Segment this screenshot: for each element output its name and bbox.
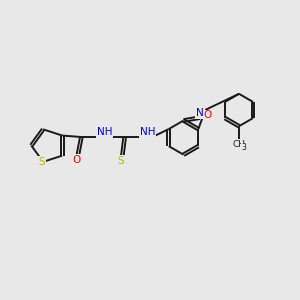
Text: 3: 3 (241, 143, 246, 152)
Text: NH: NH (97, 127, 112, 137)
Text: S: S (118, 156, 124, 166)
Text: NH: NH (140, 127, 155, 137)
Text: S: S (39, 157, 45, 167)
Text: N: N (196, 108, 204, 118)
Text: O: O (203, 110, 211, 120)
Text: CH: CH (232, 140, 245, 149)
Text: O: O (73, 155, 81, 165)
